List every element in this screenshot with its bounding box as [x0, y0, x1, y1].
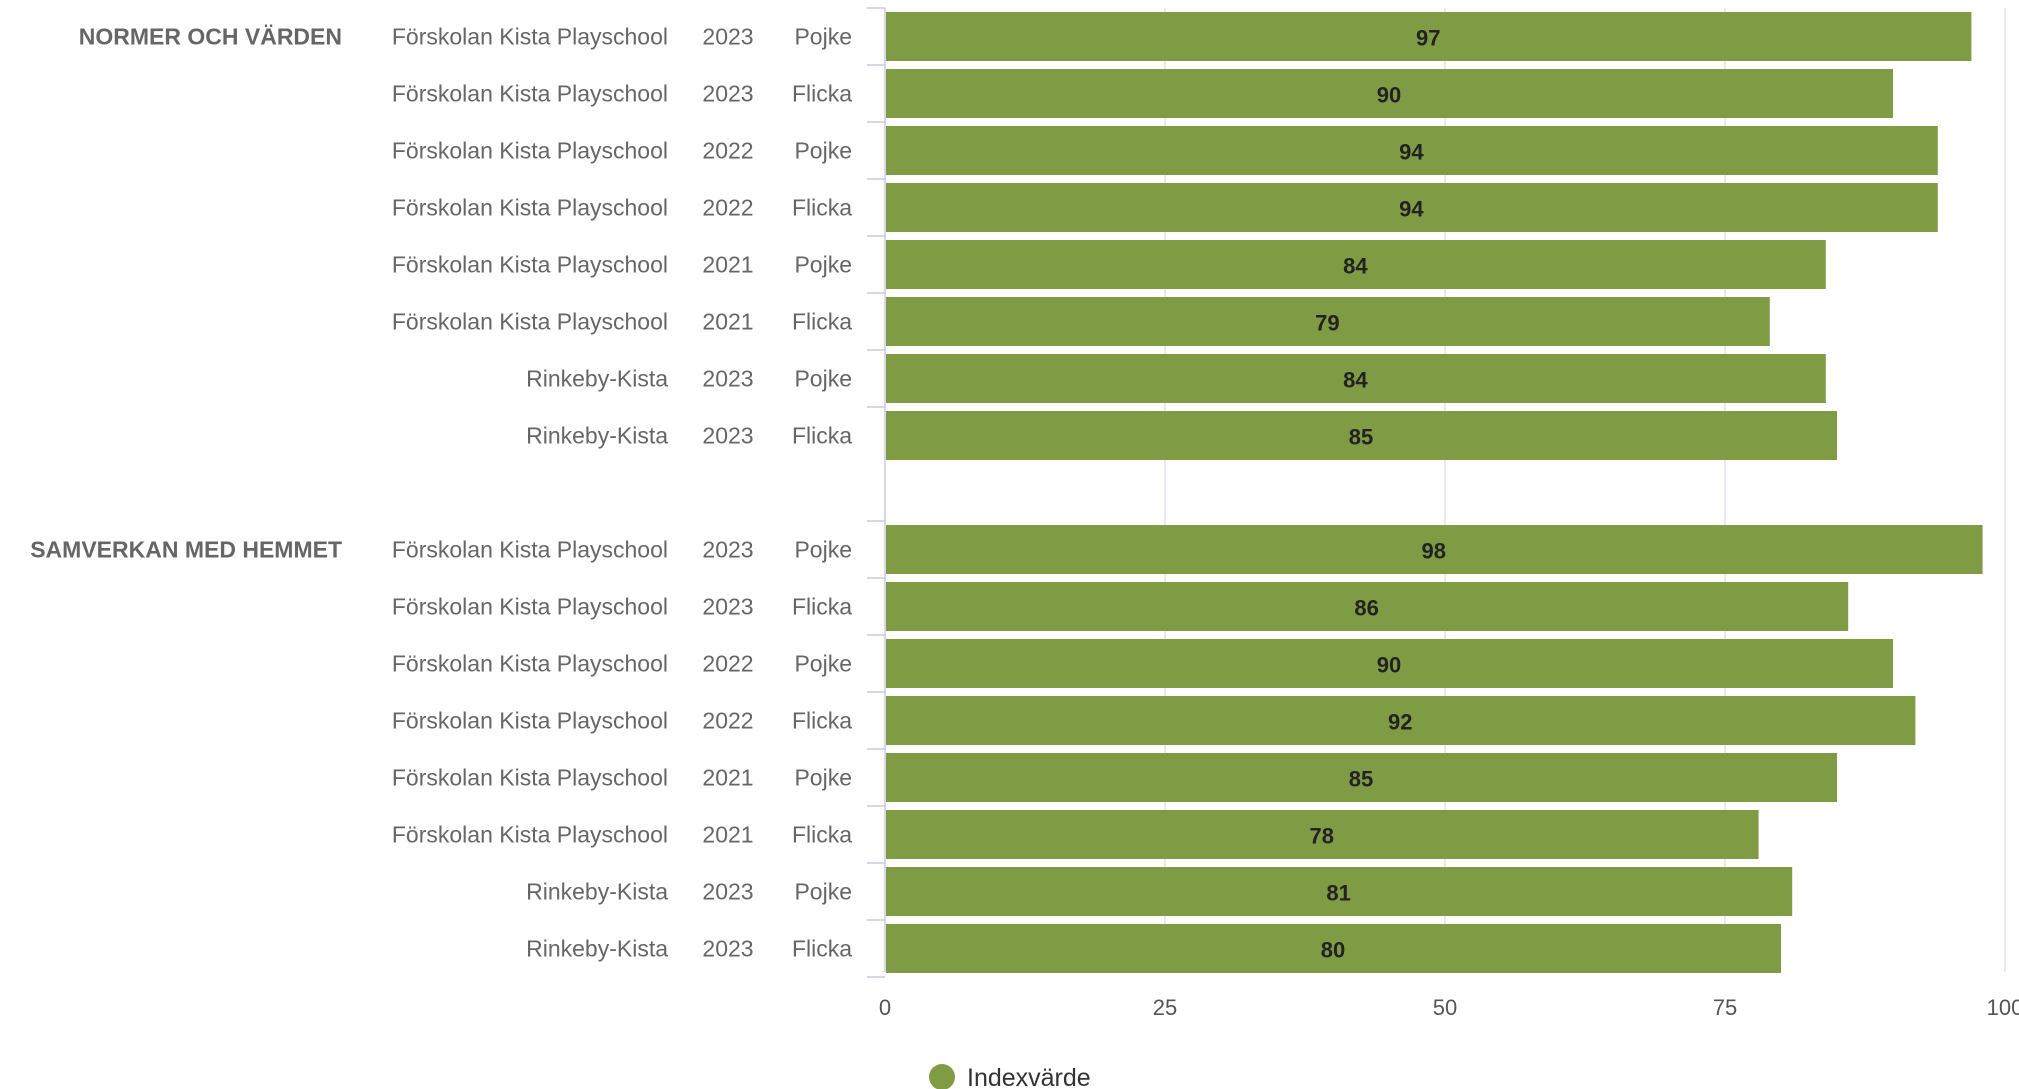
unit-label: Rinkeby-Kista	[526, 936, 668, 962]
unit-label: Förskolan Kista Playschool	[392, 138, 668, 164]
bar[interactable]	[886, 810, 1759, 859]
unit-label: Rinkeby-Kista	[526, 879, 668, 905]
bar[interactable]	[886, 924, 1781, 973]
unit-label: Förskolan Kista Playschool	[392, 708, 668, 734]
gender-label: Flicka	[792, 708, 852, 734]
unit-label: Förskolan Kista Playschool	[392, 252, 668, 278]
data-label: 94	[1399, 140, 1424, 165]
bar[interactable]	[886, 696, 1916, 745]
data-label: 94	[1399, 197, 1424, 222]
year-label: 2023	[702, 537, 753, 563]
gender-label: Flicka	[792, 936, 852, 962]
legend-label[interactable]: Indexvärde	[967, 1064, 1091, 1089]
bar[interactable]	[886, 867, 1793, 916]
unit-label: Förskolan Kista Playschool	[392, 765, 668, 791]
gender-label: Flicka	[792, 309, 852, 335]
data-label: 84	[1343, 368, 1368, 393]
data-label: 80	[1321, 938, 1345, 963]
year-label: 2023	[702, 879, 753, 905]
data-label: 79	[1315, 311, 1339, 336]
gender-label: Pojke	[794, 366, 852, 392]
unit-label: Förskolan Kista Playschool	[392, 537, 668, 563]
year-label: 2021	[702, 309, 753, 335]
bar[interactable]	[886, 183, 1938, 232]
data-label: 98	[1422, 539, 1446, 564]
bar[interactable]	[886, 297, 1770, 346]
year-label: 2021	[702, 765, 753, 791]
year-label: 2023	[702, 594, 753, 620]
gender-label: Flicka	[792, 594, 852, 620]
legend[interactable]: Indexvärde	[929, 1064, 1091, 1089]
data-label: 92	[1388, 710, 1412, 735]
gender-label: Pojke	[794, 537, 852, 563]
bar[interactable]	[886, 126, 1938, 175]
bar[interactable]	[886, 753, 1837, 802]
year-label: 2022	[702, 651, 753, 677]
gender-label: Flicka	[792, 81, 852, 107]
x-tick-label: 50	[1433, 995, 1457, 1020]
bar[interactable]	[886, 639, 1893, 688]
unit-label: Förskolan Kista Playschool	[392, 24, 668, 50]
gender-label: Pojke	[794, 24, 852, 50]
unit-label: Förskolan Kista Playschool	[392, 594, 668, 620]
gender-label: Pojke	[794, 138, 852, 164]
data-label: 90	[1377, 653, 1401, 678]
data-label: 78	[1310, 824, 1334, 849]
x-tick-label: 25	[1153, 995, 1177, 1020]
gender-label: Flicka	[792, 195, 852, 221]
bar[interactable]	[886, 12, 1972, 61]
year-label: 2021	[702, 252, 753, 278]
bars: 97 90 94 94 84 79 84 85 98 86 90 92 85 78 81 80	[886, 12, 1983, 973]
year-label: 2023	[702, 24, 753, 50]
year-label: 2022	[702, 138, 753, 164]
year-label: 2023	[702, 81, 753, 107]
legend-marker	[929, 1064, 955, 1089]
unit-label: Förskolan Kista Playschool	[392, 651, 668, 677]
data-label: 90	[1377, 83, 1401, 108]
bar[interactable]	[886, 240, 1826, 289]
unit-label: Förskolan Kista Playschool	[392, 822, 668, 848]
data-label: 97	[1416, 26, 1440, 51]
data-label: 85	[1349, 425, 1373, 450]
year-label: 2022	[702, 708, 753, 734]
data-label: 84	[1343, 254, 1368, 279]
group-label: SAMVERKAN MED HEMMET	[30, 537, 342, 563]
bar[interactable]	[886, 582, 1849, 631]
x-tick-label: 75	[1713, 995, 1737, 1020]
data-label: 85	[1349, 767, 1373, 792]
bar[interactable]	[886, 69, 1893, 118]
year-label: 2023	[702, 936, 753, 962]
group-label: NORMER OCH VÄRDEN	[79, 24, 342, 50]
unit-label: Rinkeby-Kista	[526, 366, 668, 392]
gender-label: Pojke	[794, 651, 852, 677]
x-axis: 0 25 50 75 100	[867, 7, 2019, 1020]
unit-label: Förskolan Kista Playschool	[392, 195, 668, 221]
bar[interactable]	[886, 411, 1837, 460]
unit-label: Förskolan Kista Playschool	[392, 309, 668, 335]
bar[interactable]	[886, 354, 1826, 403]
year-label: 2023	[702, 366, 753, 392]
year-label: 2021	[702, 822, 753, 848]
year-label: 2022	[702, 195, 753, 221]
gender-label: Pojke	[794, 765, 852, 791]
data-label: 81	[1326, 881, 1350, 906]
unit-label: Rinkeby-Kista	[526, 423, 668, 449]
data-label: 86	[1354, 596, 1378, 621]
year-label: 2023	[702, 423, 753, 449]
gender-label: Flicka	[792, 423, 852, 449]
gender-label: Pojke	[794, 879, 852, 905]
gender-label: Flicka	[792, 822, 852, 848]
gender-label: Pojke	[794, 252, 852, 278]
x-tick-label: 100	[1987, 995, 2019, 1020]
category-labels: Förskolan Kista Playschool 2023 Pojke Försk…	[30, 24, 852, 962]
unit-label: Förskolan Kista Playschool	[392, 81, 668, 107]
x-tick-label: 0	[879, 995, 891, 1020]
bar[interactable]	[886, 525, 1983, 574]
